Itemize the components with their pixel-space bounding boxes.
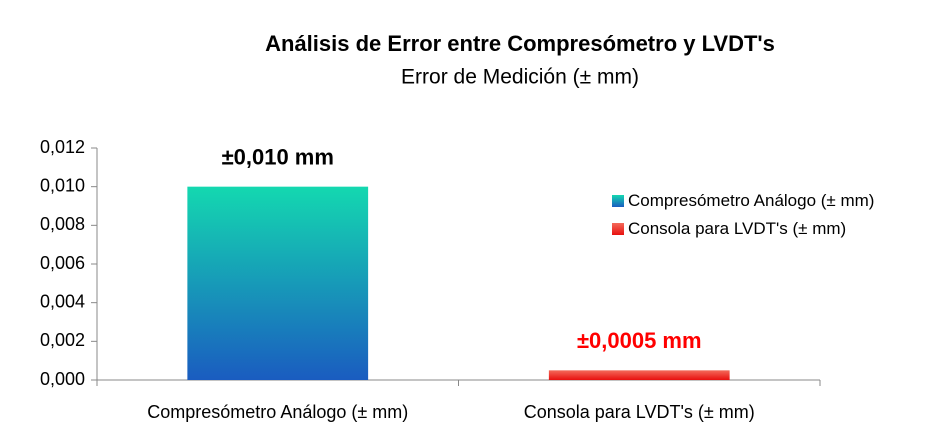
legend-label: Consola para LVDT's (± mm) [628,219,847,238]
bar [548,370,730,380]
legend: Compresómetro Análogo (± mm) Consola para… [612,190,942,246]
x-tick-label: Compresómetro Análogo (± mm) [147,402,408,422]
y-tick-label: 0,012 [40,137,85,157]
data-label: ±0,0005 mm [577,328,702,353]
y-tick-label: 0,004 [40,291,85,311]
data-label: ±0,010 mm [222,144,334,169]
y-tick-label: 0,002 [40,330,85,350]
x-tick-label: Consola para LVDT's (± mm) [524,402,755,422]
y-tick-label: 0,000 [40,369,85,389]
legend-swatch [612,223,624,235]
y-tick-label: 0,010 [40,175,85,195]
chart-subtitle: Error de Medición (± mm) [401,66,639,89]
legend-item: Consola para LVDT's (± mm) [612,218,942,240]
bar [187,186,369,380]
legend-label: Compresómetro Análogo (± mm) [628,191,875,210]
legend-swatch [612,195,624,207]
chart-title: Análisis de Error entre Compresómetro y … [265,31,775,56]
legend-item: Compresómetro Análogo (± mm) [612,190,942,212]
y-tick-label: 0,006 [40,253,85,273]
y-tick-label: 0,008 [40,214,85,234]
